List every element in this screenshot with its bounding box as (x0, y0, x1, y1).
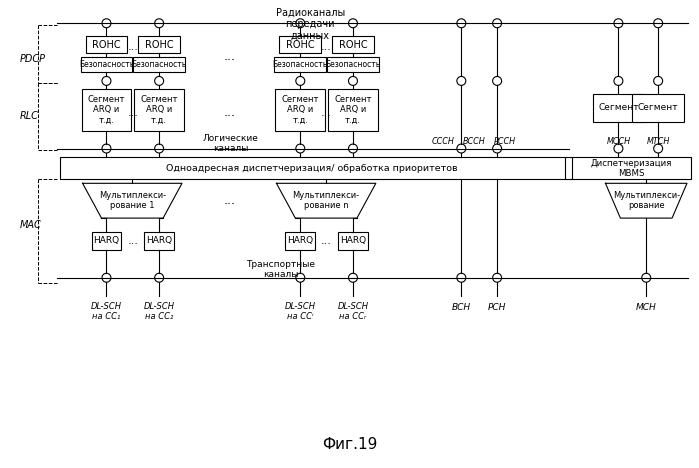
Text: ...: ... (224, 106, 236, 119)
Text: Сегмент
ARQ и
т.д.: Сегмент ARQ и т.д. (140, 95, 178, 124)
Text: Логические
каналы: Логические каналы (203, 134, 259, 153)
FancyBboxPatch shape (285, 232, 315, 250)
Text: ...: ... (322, 108, 332, 118)
Text: BCCH: BCCH (463, 137, 486, 146)
Text: Мультиплекси-
рование 1: Мультиплекси- рование 1 (99, 191, 166, 211)
FancyBboxPatch shape (275, 57, 326, 72)
FancyBboxPatch shape (593, 94, 644, 122)
FancyBboxPatch shape (82, 89, 131, 131)
Text: DL-SCH
на CC₂: DL-SCH на CC₂ (143, 302, 175, 321)
FancyBboxPatch shape (59, 157, 565, 179)
Text: Безопасность: Безопасность (325, 60, 380, 69)
Text: Диспетчеризация
MBMS: Диспетчеризация MBMS (591, 159, 672, 178)
FancyBboxPatch shape (85, 36, 127, 53)
Text: BCH: BCH (452, 303, 471, 312)
Text: PCH: PCH (488, 303, 506, 312)
FancyBboxPatch shape (80, 57, 132, 72)
FancyBboxPatch shape (328, 89, 378, 131)
Text: ROHC: ROHC (145, 40, 173, 50)
Text: MTCH: MTCH (647, 137, 670, 146)
Text: DL-SCH
на CC₁: DL-SCH на CC₁ (91, 302, 122, 321)
Text: Сегмент
ARQ и
т.д.: Сегмент ARQ и т.д. (282, 95, 319, 124)
Text: MAC: MAC (20, 220, 42, 230)
Text: Сегмент
ARQ и
т.д.: Сегмент ARQ и т.д. (334, 95, 372, 124)
Text: ...: ... (127, 108, 138, 118)
Text: MCCH: MCCH (606, 137, 630, 146)
FancyBboxPatch shape (633, 94, 684, 122)
Text: DL-SCH
на CCᵣ: DL-SCH на CCᵣ (338, 302, 368, 321)
Text: PDCP: PDCP (20, 54, 46, 64)
Text: Сегмент
ARQ и
т.д.: Сегмент ARQ и т.д. (87, 95, 125, 124)
FancyBboxPatch shape (327, 57, 379, 72)
FancyBboxPatch shape (138, 36, 180, 53)
Text: Безопасность: Безопасность (79, 60, 134, 69)
Text: ...: ... (127, 42, 138, 52)
Text: ...: ... (127, 236, 138, 246)
Text: MCH: MCH (636, 303, 656, 312)
Text: RLC: RLC (20, 111, 39, 121)
FancyBboxPatch shape (92, 232, 122, 250)
Text: ROHC: ROHC (286, 40, 315, 50)
Text: ...: ... (322, 236, 332, 246)
Text: CCCH: CCCH (432, 137, 455, 146)
FancyBboxPatch shape (338, 232, 368, 250)
Text: ...: ... (223, 194, 236, 207)
Text: Безопасность: Безопасность (131, 60, 187, 69)
Text: ROHC: ROHC (92, 40, 121, 50)
FancyBboxPatch shape (332, 36, 374, 53)
Text: ROHC: ROHC (339, 40, 367, 50)
Text: Одноадресная диспетчеризация/ обработка приоритетов: Одноадресная диспетчеризация/ обработка … (166, 164, 458, 173)
Text: Безопасность: Безопасность (273, 60, 328, 69)
Text: Мультиплекси-
рование n: Мультиплекси- рование n (293, 191, 360, 211)
FancyBboxPatch shape (275, 89, 325, 131)
Text: HARQ: HARQ (340, 236, 366, 245)
Text: Радиоканалы
передачи
данных: Радиоканалы передачи данных (275, 7, 345, 41)
Text: Мультиплекси-
рование: Мультиплекси- рование (612, 191, 680, 211)
Text: Сегмент: Сегмент (638, 103, 679, 112)
FancyBboxPatch shape (280, 36, 321, 53)
Text: Фиг.19: Фиг.19 (322, 437, 377, 452)
FancyBboxPatch shape (572, 157, 691, 179)
Text: DL-SCH
на CCⁱ: DL-SCH на CCⁱ (284, 302, 316, 321)
FancyBboxPatch shape (144, 232, 174, 250)
Text: HARQ: HARQ (146, 236, 172, 245)
Text: ...: ... (224, 50, 236, 63)
Text: Сегмент: Сегмент (598, 103, 639, 112)
Text: Транспортные
каналы: Транспортные каналы (246, 260, 315, 279)
Text: HARQ: HARQ (287, 236, 313, 245)
Text: ...: ... (322, 42, 332, 52)
FancyBboxPatch shape (134, 89, 184, 131)
FancyBboxPatch shape (134, 57, 185, 72)
Text: PCCH: PCCH (494, 137, 516, 146)
Text: HARQ: HARQ (94, 236, 120, 245)
